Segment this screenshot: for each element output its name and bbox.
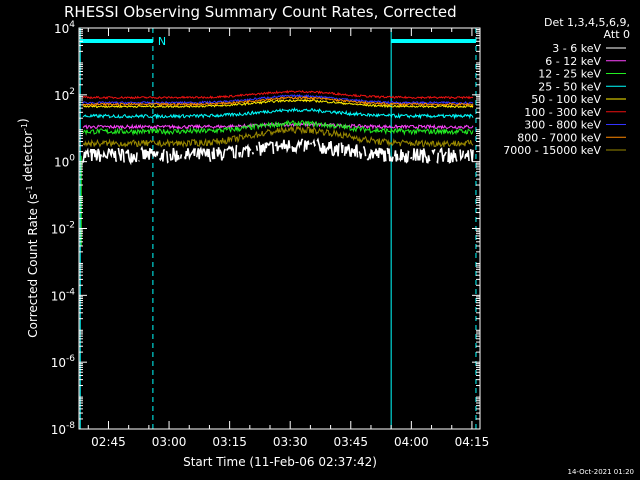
legend-label: 50 - 100 keV <box>531 93 601 106</box>
x-tick-label: 03:45 <box>333 435 368 449</box>
legend-label: 25 - 50 keV <box>538 80 601 93</box>
series-line <box>82 124 474 148</box>
y-tick-label: 104 <box>54 20 75 36</box>
series-line <box>82 95 474 107</box>
x-tick-label: 03:30 <box>273 435 308 449</box>
x-axis-label: Start Time (11-Feb-06 02:37:42) <box>183 455 377 469</box>
x-tick-label: 04:00 <box>394 435 429 449</box>
legend-label: 300 - 800 keV <box>524 119 601 132</box>
series-line <box>82 106 474 120</box>
legend-header: Att 0 <box>604 28 630 41</box>
legend-label: 12 - 25 keV <box>538 68 601 81</box>
legend-header: Det 1,3,4,5,6,9, <box>544 16 630 29</box>
series-line <box>82 98 474 109</box>
legend-label: 800 - 7000 keV <box>517 131 601 144</box>
y-tick-label: 102 <box>54 87 75 103</box>
chart-title: RHESSI Observing Summary Count Rates, Co… <box>64 3 457 21</box>
series-line <box>82 137 474 166</box>
legend-label: 6 - 12 keV <box>545 55 601 68</box>
timestamp-label: 14-Oct-2021 01:20 <box>568 468 634 476</box>
y-axis-label: Corrected Count Rate (s-1 detector-1) <box>16 118 40 337</box>
night-label: N <box>158 35 166 48</box>
y-tick-label: 100 <box>54 154 75 170</box>
y-tick-label: 10-8 <box>51 421 76 437</box>
x-tick-label: 02:45 <box>91 435 126 449</box>
legend-label: 7000 - 15000 keV <box>503 144 601 157</box>
series-line <box>82 119 474 137</box>
series-line <box>82 93 474 105</box>
x-tick-label: 04:15 <box>455 435 490 449</box>
series-line <box>82 89 474 100</box>
x-tick-label: 03:15 <box>212 435 247 449</box>
y-tick-label: 10-6 <box>51 354 76 370</box>
y-tick-label: 10-2 <box>51 221 75 237</box>
x-tick-label: 03:00 <box>152 435 187 449</box>
legend-label: 3 - 6 keV <box>552 42 601 55</box>
plot-frame <box>78 27 481 430</box>
legend-label: 100 - 300 keV <box>524 106 601 119</box>
y-tick-label: 10-4 <box>51 287 76 303</box>
